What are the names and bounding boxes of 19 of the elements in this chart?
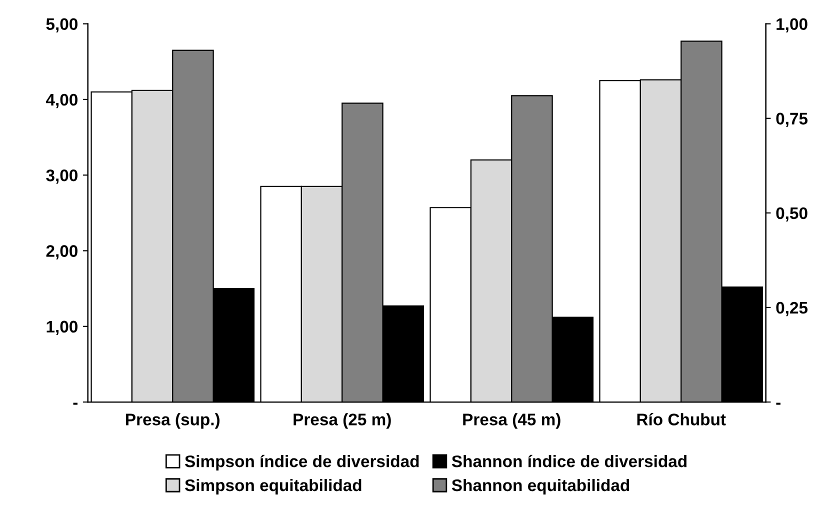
y-tick-label: 2,00 [46, 245, 78, 260]
y-tick-label: 4,00 [46, 94, 78, 108]
x-tick-label: Presa (45 m) [463, 413, 560, 429]
x-tick-label: Presa (sup.) [126, 413, 220, 429]
legend-label: Simpson índice de diversidad [185, 454, 419, 471]
y2-tick-label: 0,25 [776, 302, 808, 316]
x-tick-label: Presa (25 m) [294, 413, 391, 429]
y2-tick-label: 1,00 [776, 18, 808, 32]
y-tick-label: 3,00 [46, 170, 78, 184]
y2-tick-label: 0,75 [776, 112, 808, 127]
y-tick-label: 1,00 [46, 320, 78, 336]
legend-label: Shannon índice de diversidad [452, 454, 686, 468]
y2-tick-label: - [776, 402, 780, 405]
y-tick-label: 5,00 [46, 18, 78, 32]
x-tick-label: Río Chubut [637, 413, 726, 426]
legend-label: Shannon equitabilidad [452, 478, 630, 495]
y-tick-label: - [73, 402, 78, 405]
legend-label: Simpson equitabilidad [185, 478, 362, 495]
y2-tick-label: 0,50 [776, 207, 808, 222]
